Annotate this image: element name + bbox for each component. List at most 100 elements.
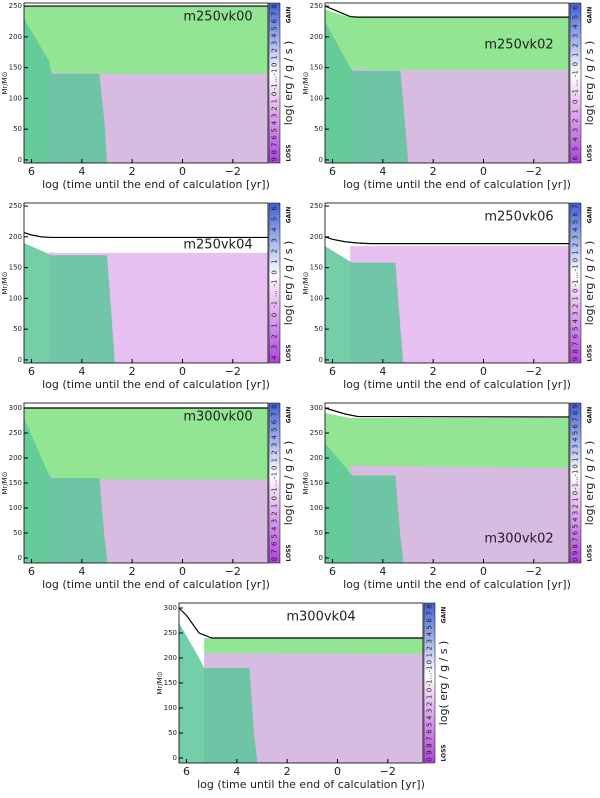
colorbar-label: 5 xyxy=(572,431,580,435)
colorbar-label: ... xyxy=(271,76,279,83)
colorbar-label: -1 xyxy=(271,487,279,494)
colorbar-label: 6 xyxy=(572,212,580,217)
colorbar xyxy=(423,602,436,764)
y-tick-label: 50 xyxy=(13,125,22,133)
colorbar-label: 1 xyxy=(426,695,434,699)
colorbar-label: 7 xyxy=(426,611,434,615)
y-tick-label: 250 xyxy=(310,202,323,210)
colorbar-label: 0 xyxy=(426,688,434,692)
y2-axis-label: log( erg / g / s ) xyxy=(282,41,295,126)
colorbar-label: 1 xyxy=(572,457,580,461)
y-tick-label: 200 xyxy=(9,454,22,462)
colorbar-label: 1 xyxy=(426,653,434,657)
x-tick-label: 2 xyxy=(129,365,136,378)
y-axis-label: Mr/M⊙ xyxy=(302,71,310,94)
colorbar-label: ... xyxy=(426,673,434,680)
colorbar-label: 3 xyxy=(271,238,279,242)
panel-label: m250vk06 xyxy=(484,210,553,225)
x-tick-label: 2 xyxy=(430,365,437,378)
colorbar-label: -1 xyxy=(572,89,580,96)
x-tick-label: 2 xyxy=(129,165,136,178)
colorbar-label: 9 xyxy=(572,404,580,408)
gain-label: GAIN xyxy=(286,407,293,424)
colorbar-label: 2 xyxy=(271,106,279,110)
y-axis-label: Mr/M⊙ xyxy=(156,671,164,694)
y-tick-label: 50 xyxy=(13,325,22,333)
gain-label: GAIN xyxy=(286,7,293,24)
y-tick-label: 100 xyxy=(9,294,22,302)
colorbar-label: 6 xyxy=(271,419,279,424)
colorbar-label: 1 xyxy=(271,55,279,59)
colorbar-label: ... xyxy=(572,80,580,87)
colorbar-label: 7 xyxy=(572,537,580,541)
colorbar-label: 5 xyxy=(572,220,580,224)
colorbar-label: 2 xyxy=(426,646,434,650)
x-tick-label: 0 xyxy=(179,165,186,178)
region xyxy=(24,243,115,363)
colorbar-label: 5 xyxy=(271,128,279,132)
y-tick-label: 200 xyxy=(310,33,323,41)
colorbar-label: 3 xyxy=(572,444,580,448)
colorbar-label: 7 xyxy=(271,143,279,147)
colorbar-label: 7 xyxy=(271,412,279,416)
x-tick-label: −2 xyxy=(526,365,542,378)
panel-label: m300vk04 xyxy=(286,610,355,625)
colorbar-label: 1 xyxy=(572,250,580,254)
colorbar-label: 0 xyxy=(271,63,279,67)
colorbar xyxy=(569,202,582,364)
y-tick-label: 100 xyxy=(9,504,22,512)
colorbar-label: 3 xyxy=(572,511,580,515)
y-tick-label: 150 xyxy=(9,264,22,272)
x-tick-label: 6 xyxy=(329,365,336,378)
colorbar-label: 0 xyxy=(572,288,580,292)
colorbar-label: 4 xyxy=(572,437,580,442)
x-tick-label: 4 xyxy=(233,765,240,778)
colorbar-label: 9 xyxy=(572,551,580,555)
region xyxy=(325,21,409,164)
x-tick-label: 0 xyxy=(334,765,341,778)
colorbar-label: 2 xyxy=(572,43,580,47)
x-axis-label: log (time until the end of calculation [… xyxy=(343,578,571,591)
colorbar xyxy=(569,2,582,164)
colorbar-label: 2 xyxy=(572,451,580,455)
y2-axis-label: log( erg / g / s ) xyxy=(437,641,450,726)
colorbar-label: 8 xyxy=(271,557,279,561)
colorbar-label: 2 xyxy=(572,504,580,508)
panel-label: m300vk00 xyxy=(183,410,252,425)
region xyxy=(350,465,569,563)
x-tick-label: 2 xyxy=(284,765,291,778)
y2-axis-label: log( erg / g / s ) xyxy=(583,441,596,526)
colorbar-label: 4 xyxy=(271,120,279,125)
colorbar-label: 1 xyxy=(572,497,580,501)
colorbar-label: 9 xyxy=(572,357,580,361)
colorbar-label: 8 xyxy=(271,405,279,409)
y-tick-label: 50 xyxy=(314,529,323,537)
colorbar-label: 7 xyxy=(572,205,580,209)
plot-frame xyxy=(324,202,570,364)
y-tick-label: 100 xyxy=(310,94,323,102)
y-axis-label: Mr/M⊙ xyxy=(1,271,9,294)
colorbar-label: 4 xyxy=(271,435,279,440)
colorbar-label: 2 xyxy=(271,450,279,454)
x-axis-label: log (time until the end of calculation [… xyxy=(343,178,571,191)
colorbar-label: 3 xyxy=(572,34,580,38)
colorbar-label: 5 xyxy=(572,326,580,330)
colorbar-label: 2 xyxy=(572,118,580,122)
colorbar-label: 0 xyxy=(271,313,279,317)
x-tick-label: −2 xyxy=(526,565,542,578)
colorbar-label: 4 xyxy=(426,632,434,637)
colorbar-label: -1 xyxy=(271,69,279,76)
y-tick-label: 0 xyxy=(18,356,22,364)
y-tick-label: 100 xyxy=(164,704,177,712)
y-tick-label: 200 xyxy=(164,654,177,662)
loss-label: LOSS xyxy=(587,344,594,361)
colorbar-label: 3 xyxy=(271,345,279,349)
colorbar-label: ... xyxy=(572,476,580,483)
y-axis-label: Mr/M⊙ xyxy=(302,271,310,294)
y-tick-label: 250 xyxy=(9,202,22,210)
loss-label: LOSS xyxy=(286,344,293,361)
